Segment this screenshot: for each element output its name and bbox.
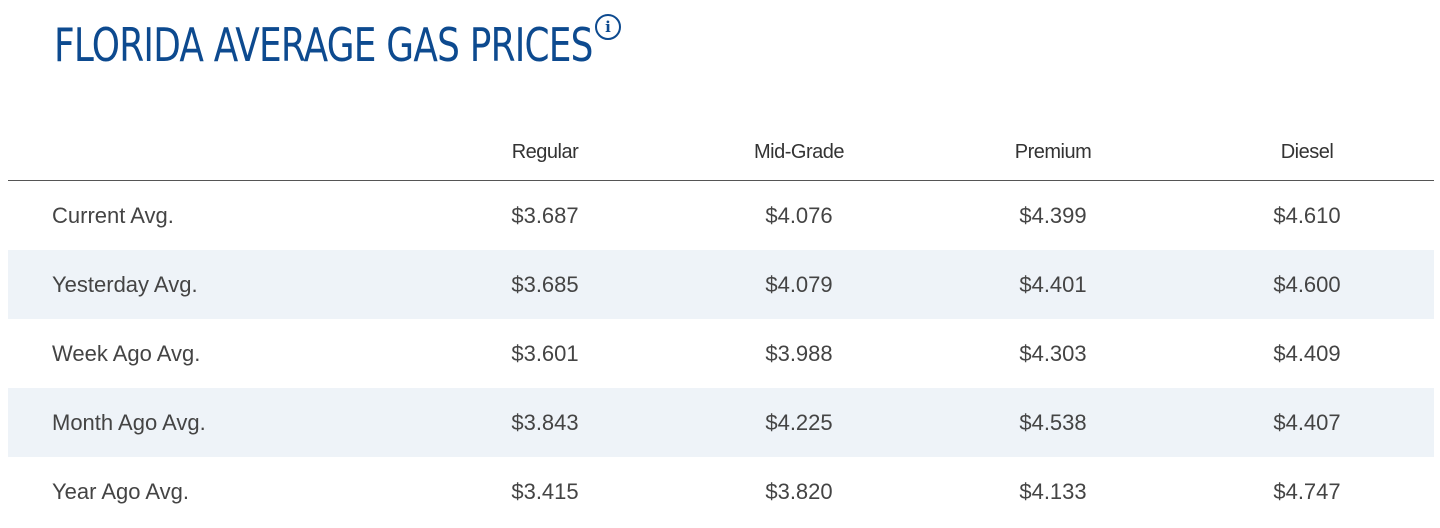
price-premium: $4.401 xyxy=(926,250,1180,319)
price-regular: $3.685 xyxy=(418,250,672,319)
row-label: Year Ago Avg. xyxy=(52,478,190,504)
price-premium: $4.133 xyxy=(1019,478,1087,504)
title-bar: FLORIDA AVERAGE GAS PRICES i xyxy=(54,14,745,74)
table-row: Yesterday Avg. $3.685 $4.079 $4.401 $4.6… xyxy=(8,250,1434,319)
header-empty xyxy=(8,124,418,181)
table-row: Year Ago Avg. $3.415 $3.820 $4.133 $4.74… xyxy=(8,457,1434,526)
price-mid-grade: $3.988 xyxy=(765,340,833,366)
table-row: Week Ago Avg. $3.601 $3.988 $4.303 $4.40… xyxy=(8,319,1434,388)
price-regular: $3.687 xyxy=(511,202,579,228)
price-regular: $3.601 xyxy=(511,340,579,366)
row-label: Week Ago Avg. xyxy=(52,340,201,366)
header-premium: Premium xyxy=(926,124,1180,181)
header-mid-grade: Mid-Grade xyxy=(672,124,926,181)
price-regular: $3.843 xyxy=(418,388,672,457)
price-premium: $4.303 xyxy=(1019,340,1087,366)
price-mid-grade: $4.225 xyxy=(672,388,926,457)
row-label: Yesterday Avg. xyxy=(8,250,418,319)
price-premium: $4.399 xyxy=(1019,202,1087,228)
gas-prices-table: Regular Mid-Grade Premium Diesel Current… xyxy=(8,124,1434,526)
price-diesel: $4.409 xyxy=(1273,340,1341,366)
header-diesel: Diesel xyxy=(1180,124,1434,181)
price-diesel: $4.407 xyxy=(1180,388,1434,457)
price-mid-grade: $4.076 xyxy=(765,202,833,228)
info-icon[interactable]: i xyxy=(595,14,621,40)
row-label: Month Ago Avg. xyxy=(8,388,418,457)
price-regular: $3.415 xyxy=(511,478,579,504)
header-regular: Regular xyxy=(418,124,672,181)
price-diesel: $4.747 xyxy=(1273,478,1341,504)
table-row: Current Avg. $3.687 $4.076 $4.399 $4.610 xyxy=(8,181,1434,251)
table-row: Month Ago Avg. $3.843 $4.225 $4.538 $4.4… xyxy=(8,388,1434,457)
table-header-row: Regular Mid-Grade Premium Diesel xyxy=(8,124,1434,181)
price-mid-grade: $3.820 xyxy=(765,478,833,504)
page-title: FLORIDA AVERAGE GAS PRICES xyxy=(54,18,593,72)
price-mid-grade: $4.079 xyxy=(672,250,926,319)
price-diesel: $4.600 xyxy=(1180,250,1434,319)
price-premium: $4.538 xyxy=(926,388,1180,457)
price-diesel: $4.610 xyxy=(1273,202,1341,228)
row-label: Current Avg. xyxy=(52,202,174,228)
